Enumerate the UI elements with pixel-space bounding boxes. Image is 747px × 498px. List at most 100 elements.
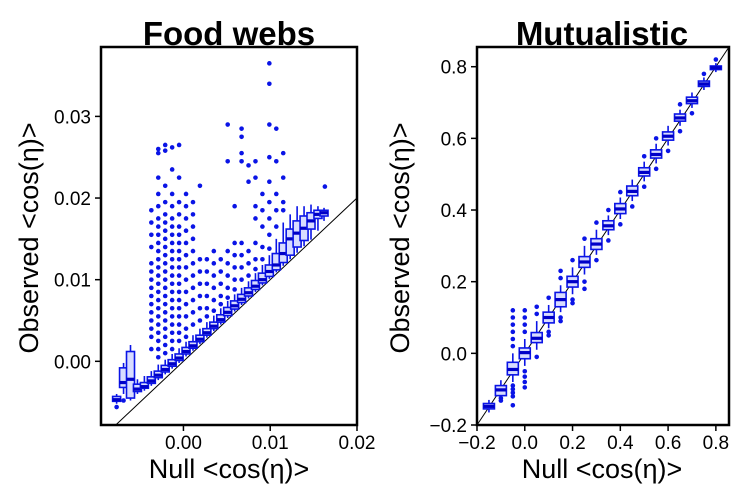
outlier-point [232, 287, 237, 292]
outlier-point [522, 368, 528, 374]
y-tick-label: −0.2 [429, 416, 467, 437]
outlier-point [149, 277, 154, 282]
outlier-point [155, 150, 161, 156]
outlier-point [570, 300, 575, 306]
outlier-point [534, 354, 540, 360]
outlier-point [183, 277, 189, 282]
outlier-points [114, 61, 328, 410]
outlier-point [510, 315, 516, 320]
x-tick-label: −0.2 [458, 433, 496, 454]
outlier-point [162, 277, 168, 282]
outlier-point [267, 216, 272, 221]
outlier-point [197, 305, 203, 311]
outlier-point [546, 329, 551, 335]
outlier-point [162, 236, 168, 242]
outlier-point [155, 330, 161, 336]
outlier-point [183, 228, 189, 233]
outlier-point [510, 402, 516, 408]
outlier-point [183, 301, 189, 307]
outlier-point [211, 308, 217, 314]
y-tick-label: 0.8 [441, 58, 467, 79]
outlier-point [239, 150, 244, 156]
outlier-point [162, 252, 168, 258]
outlier-point [155, 273, 161, 278]
outlier-point [176, 175, 182, 180]
outlier-point [225, 285, 230, 291]
outlier-point [246, 261, 251, 266]
outlier-point [162, 269, 168, 274]
y-axis-label: Observed <cos(η)> [385, 122, 415, 353]
y-tick-label: 0.01 [54, 271, 91, 292]
outlier-point [149, 261, 154, 266]
outlier-point [232, 252, 237, 258]
outlier-point [197, 281, 203, 287]
outlier-point [155, 289, 161, 295]
outlier-point [190, 310, 196, 315]
outlier-point [260, 256, 265, 262]
outlier-point [211, 285, 217, 291]
outlier-point [225, 158, 230, 164]
outlier-point [665, 148, 671, 154]
outlier-point [239, 134, 244, 140]
outlier-point [162, 142, 168, 148]
outlier-point [510, 308, 516, 313]
outlier-point [190, 285, 196, 291]
outlier-point [149, 318, 154, 323]
outlier-point [169, 224, 175, 229]
outlier-point [197, 183, 203, 189]
outlier-point [225, 295, 230, 300]
y-axis-label: Observed <cos(η)> [14, 122, 44, 353]
outlier-point [162, 293, 168, 299]
outlier-point [218, 301, 224, 307]
outlier-point [169, 297, 175, 303]
outlier-point [641, 153, 647, 159]
outlier-point [246, 248, 251, 254]
outlier-point [176, 305, 182, 311]
y-tick-label: 0.03 [54, 107, 91, 128]
outlier-point [149, 220, 154, 225]
outlier-point [204, 269, 210, 274]
outlier-point [534, 304, 540, 310]
outlier-point [218, 256, 224, 262]
outlier-point [522, 374, 528, 379]
outlier-point [169, 281, 175, 287]
outlier-point [176, 314, 182, 319]
outlier-point [162, 183, 168, 189]
outlier-point [162, 199, 168, 205]
outlier-point [510, 386, 516, 392]
outlier-point [169, 273, 175, 278]
food-webs-panel: Food webs Observed <cos(η)> Null <cos(η)… [14, 15, 375, 484]
outlier-point [253, 256, 258, 262]
outlier-point [176, 265, 182, 270]
outlier-point [162, 212, 168, 217]
outlier-point [190, 261, 196, 266]
outlier-point [211, 273, 217, 278]
outlier-point [183, 240, 189, 246]
outlier-point [267, 179, 272, 185]
outlier-point [653, 136, 659, 141]
outlier-point [155, 232, 161, 238]
outlier-point [183, 203, 189, 209]
outlier-point [204, 305, 210, 311]
outlier-point [176, 338, 182, 344]
outlier-point [239, 265, 244, 270]
outlier-point [510, 383, 516, 388]
outlier-point [155, 256, 161, 262]
outlier-point [273, 207, 279, 213]
plot-frame [475, 45, 731, 427]
outlier-point [190, 199, 196, 205]
x-tick-label: 0.00 [165, 433, 202, 454]
outlier-point [176, 199, 182, 205]
outlier-point [582, 279, 587, 284]
axis-ticks: −0.2 0.0 0.2 0.4 0.6 0.8 −0.2 0.0 0.2 0.4 0.6 0.8 [429, 58, 729, 454]
outlier-point [267, 61, 272, 66]
outlier-point [582, 286, 587, 292]
outlier-points [498, 57, 719, 408]
outlier-point [176, 256, 182, 262]
outlier-point [713, 57, 719, 62]
outlier-point [211, 261, 217, 266]
outlier-point [267, 232, 272, 238]
outlier-point [280, 199, 286, 205]
outlier-point [155, 322, 161, 327]
axis-ticks: 0.00 0.01 0.02 0.00 0.01 0.02 0.03 [54, 107, 375, 454]
